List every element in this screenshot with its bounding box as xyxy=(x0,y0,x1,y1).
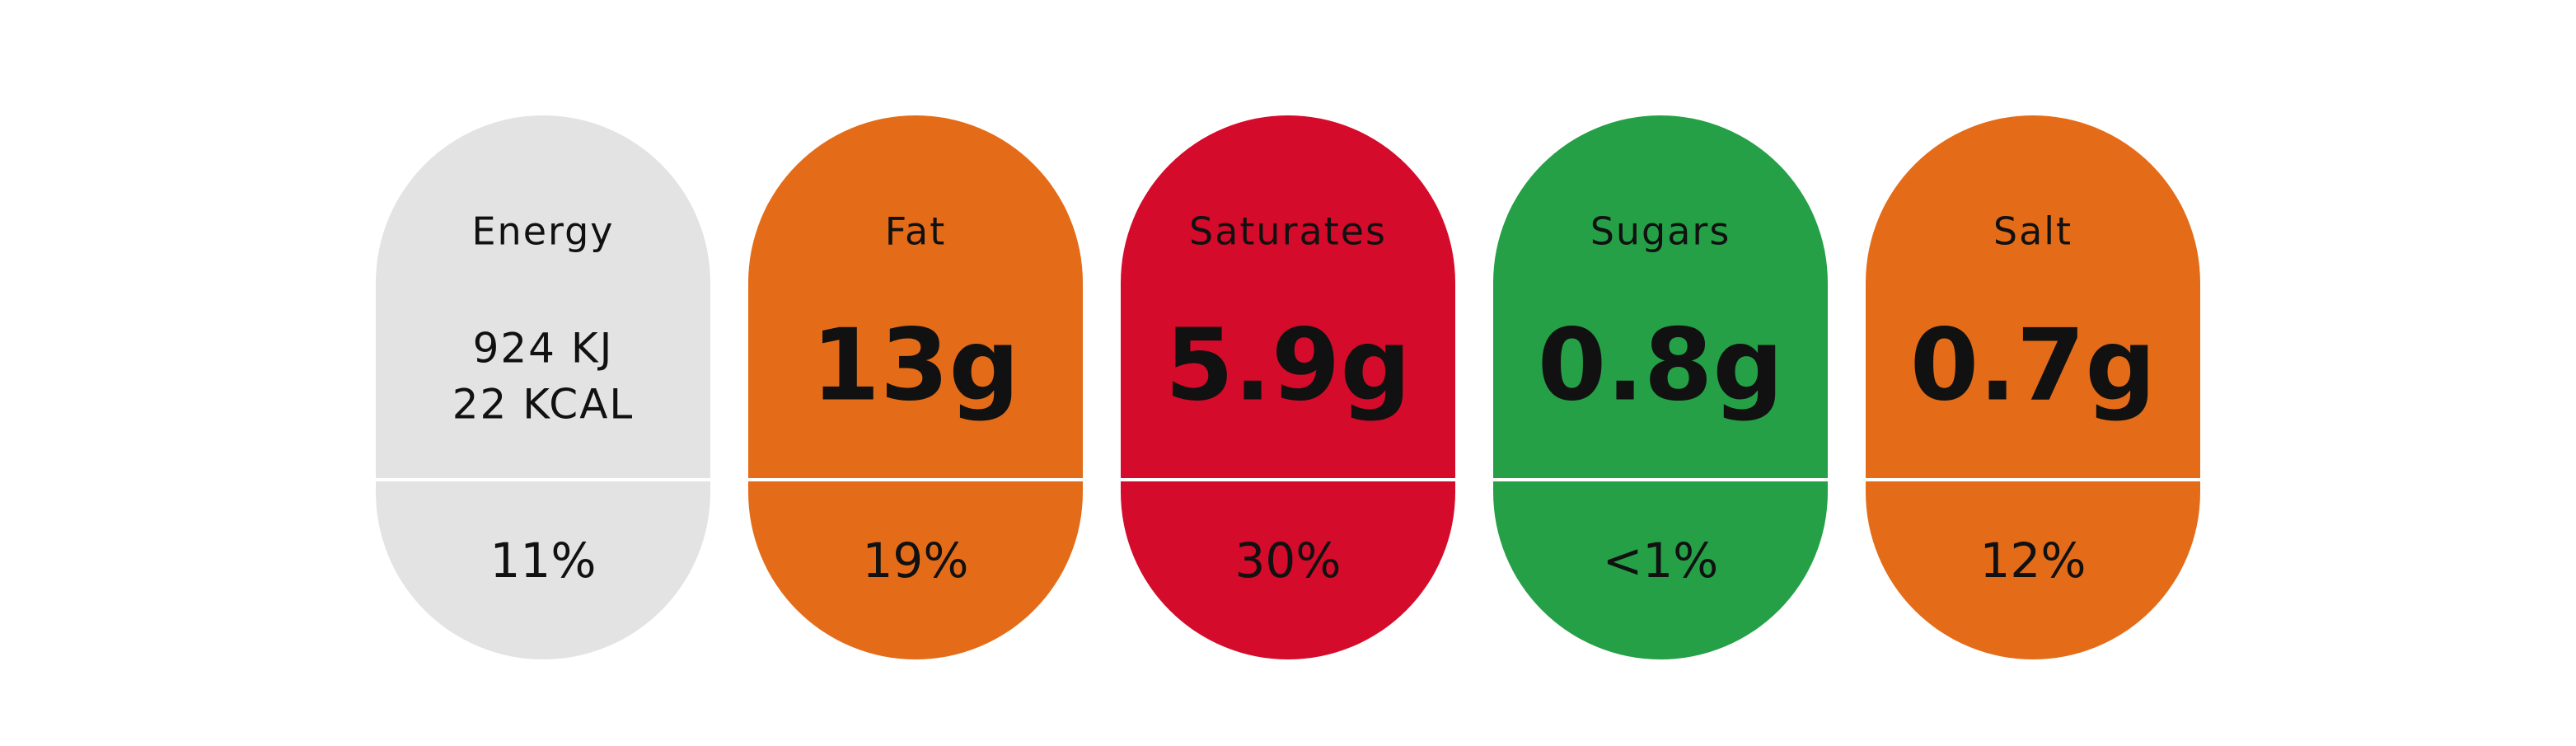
nutrient-pill: Energy 924 KJ 22 KCAL 11% xyxy=(376,115,710,659)
nutrient-pill: Sugars 0.8g <1% xyxy=(1493,115,1828,659)
pill-background xyxy=(748,115,1083,659)
nutrient-value: 0.7g xyxy=(1910,309,2156,424)
nutrient-name: Saturates xyxy=(1189,209,1387,254)
pill-background xyxy=(376,115,710,659)
pill-background xyxy=(1866,115,2200,659)
nutrient-value: 22 KCAL xyxy=(452,381,635,429)
nutrient-name: Energy xyxy=(471,209,614,254)
nutrient-pill: Salt 0.7g 12% xyxy=(1866,115,2200,659)
percent-reference-intake: 30% xyxy=(1235,533,1342,589)
percent-reference-intake: 12% xyxy=(1980,533,2087,589)
nutrient-name: Fat xyxy=(885,209,946,254)
nutrient-value: 5.9g xyxy=(1165,309,1411,424)
nutrient-pill: Fat 13g 19% xyxy=(748,115,1083,659)
pill-background xyxy=(1121,115,1455,659)
nutrient-value: 13g xyxy=(812,309,1020,424)
nutrient-value: 0.8g xyxy=(1538,309,1783,424)
pill-background xyxy=(1493,115,1828,659)
percent-reference-intake: 11% xyxy=(490,533,597,589)
nutrient-name: Salt xyxy=(1993,209,2073,254)
percent-reference-intake: 19% xyxy=(863,533,969,589)
nutrient-name: Sugars xyxy=(1590,209,1731,254)
percent-reference-intake: <1% xyxy=(1603,533,1719,589)
nutrient-value: 924 KJ xyxy=(473,325,614,373)
nutrient-pill: Saturates 5.9g 30% xyxy=(1121,115,1455,659)
